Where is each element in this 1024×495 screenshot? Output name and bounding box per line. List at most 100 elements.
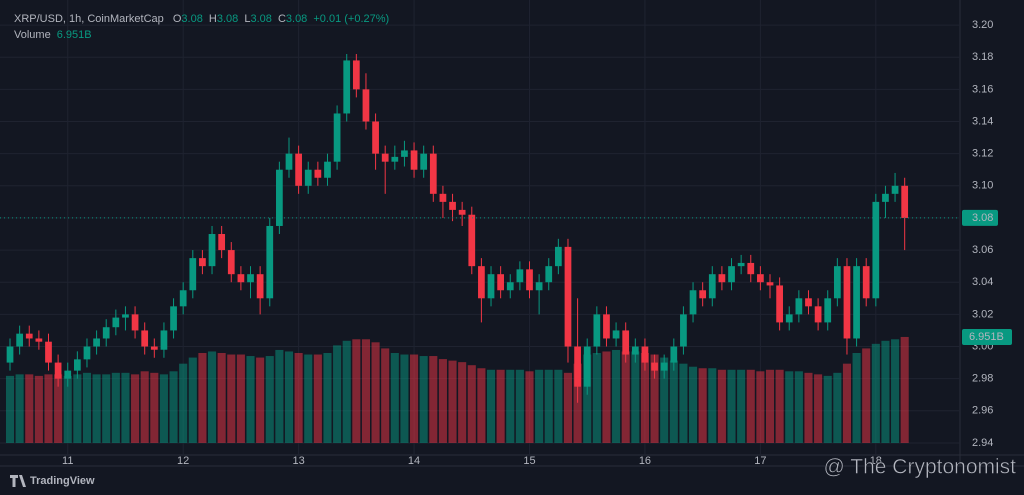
volume-bar	[438, 359, 447, 443]
volume-bar	[342, 340, 351, 443]
volume-bar	[871, 343, 880, 443]
last-price-box	[962, 209, 998, 226]
volume-bar	[833, 372, 842, 443]
candle-body	[304, 169, 312, 186]
watermark: @ The Cryptonomist	[824, 456, 1017, 479]
volume-bar	[891, 339, 900, 443]
volume-bar	[63, 375, 72, 443]
volume-bar	[765, 369, 775, 443]
candle-body	[699, 290, 707, 299]
candle-body	[131, 314, 139, 331]
volume-bar	[227, 354, 236, 443]
header: XRP/USD, 1h, CoinMarketCap O3.08 H3.08 L…	[14, 13, 389, 25]
candle-body	[93, 338, 100, 347]
candle-body	[843, 266, 851, 339]
candle-body	[785, 314, 793, 323]
candle-body	[574, 346, 581, 387]
last-price-label: 3.08	[972, 212, 993, 224]
volume-bar	[602, 351, 611, 443]
candle-body	[381, 153, 389, 162]
volume-bar	[246, 356, 255, 443]
volume-bar	[410, 354, 419, 443]
candle-body	[45, 341, 52, 363]
volume-bar	[554, 369, 563, 443]
volume-bar	[323, 352, 332, 443]
candle-body	[862, 266, 870, 299]
candle-body	[795, 298, 803, 315]
volume-bar	[640, 352, 649, 443]
candle-body	[833, 266, 841, 299]
volume-bar	[583, 354, 592, 443]
volume-bar	[111, 372, 120, 443]
volume-bar	[592, 352, 601, 443]
y-tick-label: 3.20	[972, 19, 993, 31]
volume-bar	[814, 374, 823, 443]
candle-body	[449, 201, 456, 210]
candle-body	[122, 314, 129, 318]
y-tick-label: 3.16	[972, 83, 993, 95]
volume-bar	[121, 372, 130, 443]
volume-bar	[756, 371, 765, 443]
volume-bar	[333, 345, 342, 443]
volume-bar	[525, 371, 534, 443]
volume-bar	[679, 363, 688, 443]
ohlc-key: C	[278, 13, 286, 25]
candle-body	[352, 60, 360, 90]
candle-body	[535, 282, 543, 291]
candle-body	[853, 266, 860, 339]
candle-body	[420, 153, 428, 170]
candle-body	[401, 150, 408, 157]
candle-body	[516, 269, 524, 283]
brand: TradingView	[30, 475, 95, 487]
volume-bar	[284, 351, 294, 443]
volume-bar	[573, 363, 582, 443]
candle-body	[266, 225, 274, 299]
candle-body	[410, 150, 418, 170]
symbol: XRP/USD, 1h, CoinMarketCap	[14, 13, 164, 25]
candle-body	[102, 327, 110, 339]
x-tick-label: 15	[523, 455, 535, 467]
volume-bar	[785, 371, 794, 443]
candle-body	[526, 269, 533, 291]
volume-bar	[159, 374, 168, 443]
y-tick-label: 2.98	[972, 373, 993, 385]
candle-body	[506, 282, 514, 291]
volume-bar	[535, 369, 544, 443]
volume-bar	[15, 374, 24, 443]
x-tick-label: 16	[639, 455, 651, 467]
candle-body	[680, 314, 687, 347]
volume-bar	[419, 356, 428, 443]
y-tick-label: 3.02	[972, 308, 993, 320]
candle-body	[112, 317, 120, 328]
y-tick-label: 3.04	[972, 276, 993, 288]
volume-bar	[506, 369, 515, 443]
y-tick-label: 3.14	[972, 115, 993, 127]
candle-body	[882, 193, 889, 202]
candle-body	[891, 185, 899, 194]
volume-bar	[198, 352, 207, 443]
volume-bar	[708, 368, 717, 443]
candle-body	[314, 169, 322, 178]
volume-bar	[698, 368, 707, 443]
volume-bar	[304, 354, 313, 443]
volume-label-box	[962, 328, 1012, 345]
candle-body	[718, 274, 726, 283]
volume-bar	[361, 339, 370, 443]
volume-bar	[207, 351, 217, 443]
volume-bar	[313, 354, 322, 443]
volume-bar	[390, 352, 399, 443]
volume-bar	[467, 365, 476, 443]
volume-bar	[881, 340, 890, 443]
volume-bar	[775, 369, 784, 443]
brand-logo	[10, 475, 26, 487]
candle-body	[333, 113, 341, 162]
volume-bar	[275, 349, 284, 443]
candle-body	[545, 266, 553, 283]
volume-value: 6.951B	[57, 29, 92, 41]
candle-body	[708, 274, 716, 299]
x-tick-label: 17	[754, 455, 766, 467]
candle-body	[73, 359, 81, 371]
volume-bar	[5, 375, 15, 443]
volume-bar	[294, 352, 303, 443]
